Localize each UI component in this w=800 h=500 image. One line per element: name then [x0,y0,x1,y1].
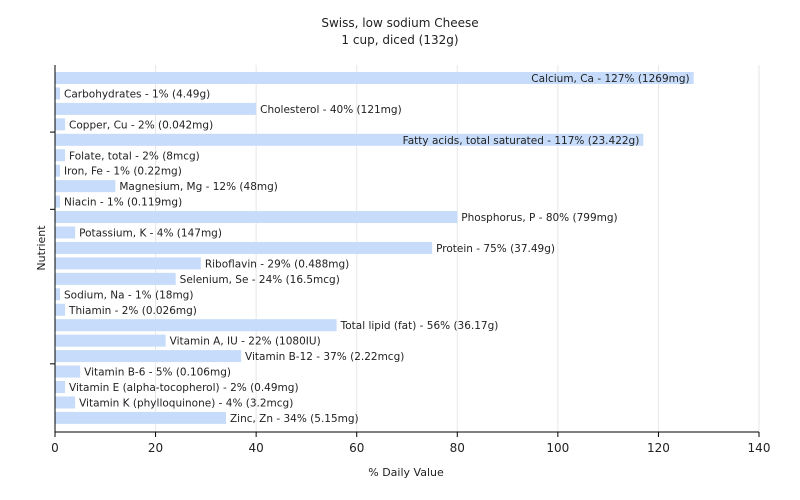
bar [55,288,61,301]
bar [55,195,61,208]
bar-label: Zinc, Zn - 34% (5.15mg) [230,413,359,425]
chart-title: Swiss, low sodium Cheese [321,16,478,30]
bar-label: Vitamin A, IU - 22% (1080IU) [170,336,321,348]
bar-label: Vitamin E (alpha-tocopherol) - 2% (0.49m… [69,382,298,394]
bar [55,241,433,254]
x-tick-label: 20 [148,441,163,455]
bar-label: Total lipid (fat) - 56% (36.17g) [340,320,499,332]
bar-label: Magnesium, Mg - 12% (48mg) [119,181,278,193]
bar-label: Folate, total - 2% (8mcg) [69,150,200,162]
x-tick-label: 0 [51,441,59,455]
x-tick-label: 100 [546,441,569,455]
bar [55,87,61,100]
bar-label: Sodium, Na - 1% (18mg) [64,289,193,301]
bar [55,72,694,84]
bar [55,272,176,285]
chart-subtitle: 1 cup, diced (132g) [341,33,458,47]
x-axis-title: % Daily Value [368,466,444,479]
bar-label: Protein - 75% (37.49g) [436,243,555,255]
bar [55,226,76,239]
bar-label: Iron, Fe - 1% (0.22mg) [64,166,182,178]
bar [55,133,644,146]
bar [55,118,66,131]
bar [55,149,66,162]
bar-label: Calcium, Ca - 127% (1269mg) [531,73,689,85]
bar-label: Copper, Cu - 2% (0.042mg) [69,119,213,131]
bar [55,350,242,363]
bar-label: Carbohydrates - 1% (4.49g) [64,88,210,100]
bar [55,334,166,347]
bar-label: Selenium, Se - 24% (16.5mcg) [180,274,340,286]
bar [55,381,66,393]
bar [55,180,116,193]
bar [55,303,66,316]
y-axis-title: Nutrient [35,225,48,271]
bar-label: Vitamin K (phylloquinone) - 4% (3.2mcg) [79,397,293,409]
x-tick-label: 140 [748,441,771,455]
bar [55,211,458,224]
bar-label: Potassium, K - 4% (147mg) [79,228,222,240]
x-tick-label: 40 [249,441,264,455]
bar-label: Cholesterol - 40% (121mg) [260,104,402,116]
bar-label: Riboflavin - 29% (0.488mg) [205,258,349,270]
bar [55,102,257,115]
bars: Calcium, Ca - 127% (1269mg) Carbohydrates… [55,72,694,425]
x-tick-label: 80 [450,441,465,455]
bar [55,164,61,177]
bar-label: Thiamin - 2% (0.026mg) [68,305,197,317]
bar-label: Niacin - 1% (0.119mg) [64,197,182,209]
bar [55,257,201,270]
bar [55,319,337,332]
axes: 0 20 40 60 80 100 120 140 [50,65,770,455]
bar [55,411,226,424]
x-tick-label: 120 [647,441,670,455]
bar [55,365,81,378]
bar-label: Phosphorus, P - 80% (799mg) [461,212,617,224]
bar [55,396,76,409]
bar-label: Vitamin B-6 - 5% (0.106mg) [84,367,231,379]
bar-label: Fatty acids, total saturated - 117% (23.… [403,135,640,147]
bar-label: Vitamin B-12 - 37% (2.22mcg) [245,351,404,363]
x-tick-label: 60 [349,441,364,455]
